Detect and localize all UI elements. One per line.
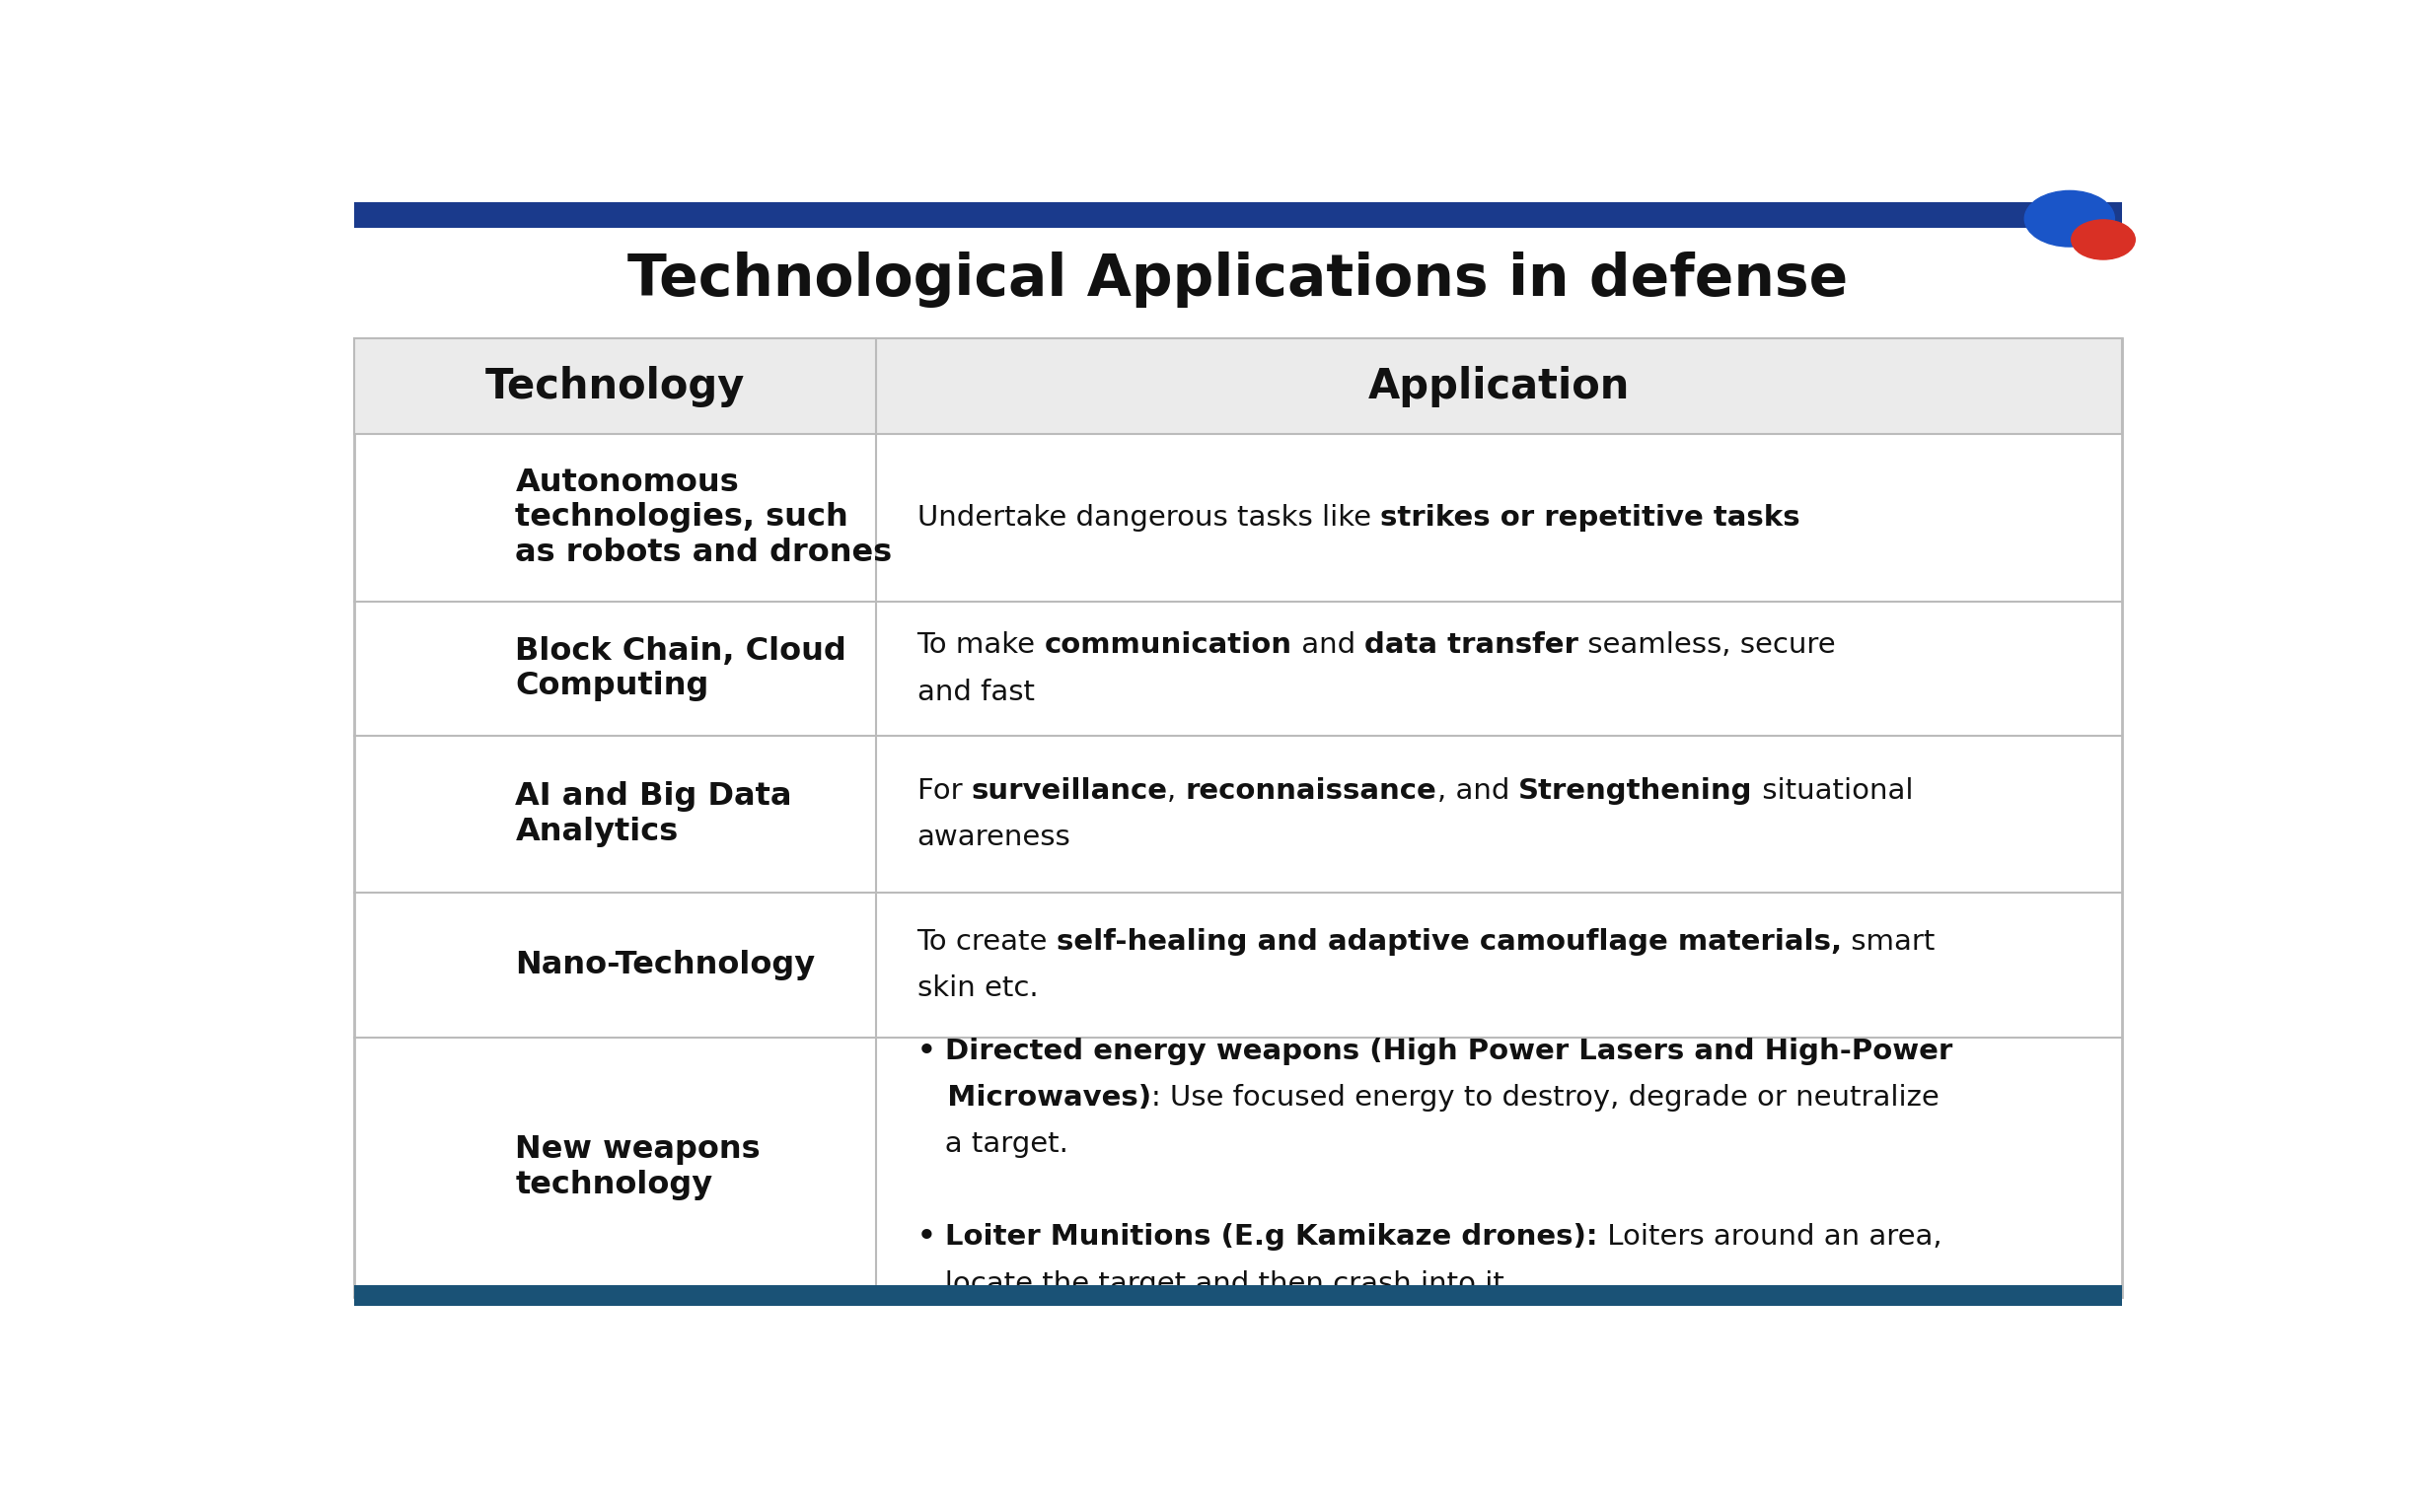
FancyBboxPatch shape	[355, 339, 2121, 1297]
Text: Application: Application	[1367, 366, 1631, 407]
Circle shape	[2025, 191, 2114, 246]
Text: Strengthening: Strengthening	[1520, 777, 1754, 804]
Text: skin etc.: skin etc.	[918, 975, 1039, 1002]
Text: Directed energy weapons (High Power Lasers and High-Power: Directed energy weapons (High Power Lase…	[945, 1037, 1952, 1064]
Text: Autonomous
technologies, such
as robots and drones: Autonomous technologies, such as robots …	[515, 467, 892, 569]
Text: Nano-Technology: Nano-Technology	[515, 950, 817, 980]
FancyBboxPatch shape	[355, 339, 2121, 434]
Text: •: •	[918, 1037, 945, 1064]
Text: surveillance: surveillance	[971, 777, 1167, 804]
Text: AI and Big Data
Analytics: AI and Big Data Analytics	[515, 782, 792, 847]
Text: Loiter Munitions (E.g Kamikaze drones):: Loiter Munitions (E.g Kamikaze drones):	[945, 1223, 1597, 1250]
Text: : Use focused energy to destroy, degrade or neutralize: : Use focused energy to destroy, degrade…	[1150, 1084, 1940, 1111]
Text: seamless, secure: seamless, secure	[1578, 632, 1836, 659]
Text: To make: To make	[918, 632, 1044, 659]
Text: reconnaissance: reconnaissance	[1186, 777, 1438, 804]
Text: awareness: awareness	[918, 824, 1070, 851]
Text: •: •	[918, 1223, 945, 1250]
Text: New weapons
technology: New weapons technology	[515, 1134, 761, 1201]
Text: locate the target and then crash into it: locate the target and then crash into it	[918, 1270, 1503, 1297]
Text: , and: , and	[1438, 777, 1520, 804]
Text: ,: ,	[1167, 777, 1186, 804]
Text: communication: communication	[1044, 632, 1293, 659]
Text: For: For	[918, 777, 971, 804]
Circle shape	[2071, 219, 2136, 260]
Text: a target.: a target.	[918, 1131, 1068, 1158]
Text: and fast: and fast	[918, 677, 1034, 706]
Text: situational: situational	[1754, 777, 1913, 804]
Text: To create: To create	[918, 928, 1056, 956]
Text: and: and	[1293, 632, 1365, 659]
Text: self-healing and adaptive camouflage materials,: self-healing and adaptive camouflage mat…	[1056, 928, 1841, 956]
Text: smart: smart	[1841, 928, 1935, 956]
Text: strikes or repetitive tasks: strikes or repetitive tasks	[1380, 503, 1800, 531]
Text: Block Chain, Cloud
Computing: Block Chain, Cloud Computing	[515, 635, 846, 702]
Text: Undertake dangerous tasks like: Undertake dangerous tasks like	[918, 503, 1380, 531]
Text: Technological Applications in defense: Technological Applications in defense	[628, 251, 1848, 307]
FancyBboxPatch shape	[355, 203, 2121, 228]
Text: Technology: Technology	[486, 366, 744, 407]
Text: Loiters around an area,: Loiters around an area,	[1597, 1223, 1942, 1250]
FancyBboxPatch shape	[355, 1285, 2121, 1306]
Text: data transfer: data transfer	[1365, 632, 1578, 659]
Text: Microwaves): Microwaves)	[918, 1084, 1150, 1111]
